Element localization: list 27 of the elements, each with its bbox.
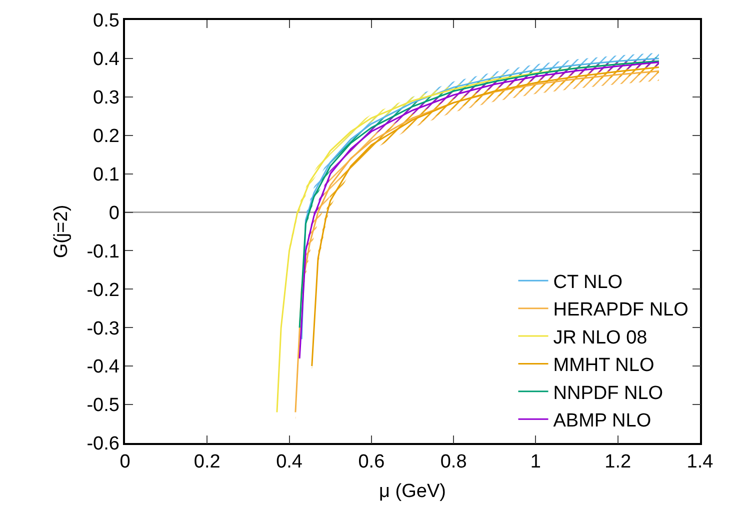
y-tick-label: 0.2 — [93, 126, 120, 148]
x-tick-label: 1.2 — [604, 452, 632, 473]
y-tick-label: -0.1 — [86, 241, 120, 262]
y-tick-label: -0.3 — [86, 318, 120, 340]
x-axis-title: μ (GeV) — [379, 480, 446, 502]
y-tick-label: 0.4 — [93, 49, 120, 70]
x-tick-label: 1.4 — [686, 452, 714, 473]
y-tick-label: -0.4 — [86, 356, 120, 378]
x-tick-label: 0.8 — [440, 452, 467, 473]
legend-label: HERAPDF NLO — [553, 300, 688, 321]
y-tick-label: -0.5 — [86, 395, 120, 416]
x-tick-label: 1 — [530, 452, 541, 473]
y-tick-label: 0.3 — [93, 88, 120, 109]
legend-label: MMHT NLO — [553, 355, 654, 376]
legend-label: CT NLO — [553, 272, 623, 294]
x-tick-label: 0.2 — [194, 452, 220, 473]
y-tick-label: -0.2 — [86, 280, 120, 301]
y-axis-title: G(j=2) — [51, 204, 72, 258]
y-tick-label: 0.1 — [93, 164, 120, 186]
y-tick-label: -0.6 — [86, 434, 120, 455]
x-tick-label: 0.6 — [358, 452, 385, 473]
legend-label: JR NLO 08 — [553, 327, 648, 348]
legend-label: ABMP NLO — [553, 410, 652, 432]
legend-label: NNPDF NLO — [553, 382, 664, 404]
y-tick-label: 0.5 — [93, 10, 120, 32]
x-tick-label: 0.4 — [276, 452, 303, 473]
y-tick-label: 0 — [108, 202, 120, 224]
